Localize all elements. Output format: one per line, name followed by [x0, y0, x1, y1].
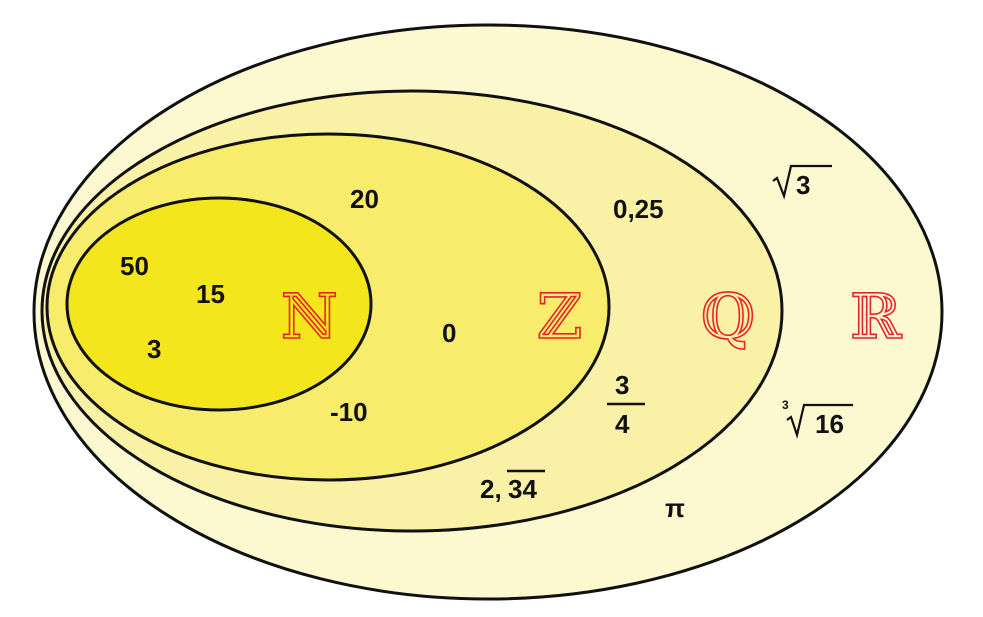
naturals-ellipse [65, 196, 373, 412]
periodic-integer-part: 2, [480, 474, 502, 504]
rationals-symbol: ℚ [701, 280, 755, 353]
irrational-cube-root: 3 16 [782, 398, 853, 440]
integers-symbol: ℤ [537, 280, 582, 353]
cbrt-index: 3 [782, 398, 789, 412]
reals-symbol: ℝ [850, 280, 902, 353]
integer-number: 20 [350, 184, 379, 214]
natural-number: 50 [120, 251, 149, 281]
rational-decimal: 0,25 [613, 194, 664, 224]
cbrt-radicand: 16 [815, 409, 844, 439]
sqrt-radicand: 3 [796, 170, 810, 200]
integer-number: -10 [330, 397, 368, 427]
periodic-repetend: 34 [508, 474, 537, 504]
rational-periodic-decimal: 2, 34 [480, 469, 545, 504]
radical-sign [786, 403, 853, 440]
natural-number: 15 [196, 279, 225, 309]
naturals-symbol: ℕ [281, 280, 338, 353]
integer-number: 0 [442, 318, 456, 348]
radical-sign [772, 164, 832, 200]
fraction-numerator: 3 [615, 370, 629, 400]
rational-fraction: 3 4 [607, 370, 645, 439]
natural-number: 3 [147, 334, 161, 364]
irrational-square-root: 3 [772, 164, 832, 200]
irrational-pi: π [665, 493, 685, 523]
fraction-denominator: 4 [615, 409, 630, 439]
